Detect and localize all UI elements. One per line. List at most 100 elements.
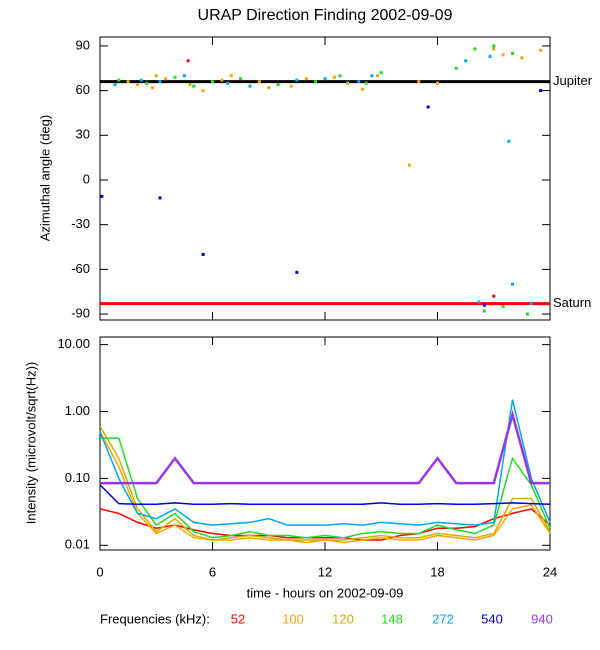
point [248, 84, 252, 88]
point [154, 74, 158, 78]
point [426, 105, 430, 109]
point [407, 163, 411, 167]
reference-label: Saturn [553, 295, 591, 310]
point [158, 80, 162, 84]
point [158, 196, 162, 200]
legend-entry: 120 [332, 611, 354, 626]
point [220, 78, 224, 82]
point [473, 47, 477, 51]
point [332, 75, 336, 79]
x-tick-label: 0 [96, 564, 103, 579]
legend-entry: 540 [481, 611, 503, 626]
point [182, 74, 186, 78]
point [520, 56, 524, 60]
series-line [100, 437, 551, 539]
point [267, 86, 271, 90]
legend-entry: 272 [432, 611, 454, 626]
x-tick-label: 18 [430, 564, 444, 579]
point [289, 84, 293, 88]
point [139, 78, 143, 82]
point [361, 87, 364, 91]
point [370, 74, 374, 78]
point [151, 86, 154, 90]
y-tick-label: 0.01 [65, 537, 90, 552]
point [304, 77, 308, 81]
point [488, 54, 492, 58]
point [229, 74, 233, 78]
point [492, 47, 496, 51]
legend-entry: 148 [381, 611, 403, 626]
point [436, 81, 439, 85]
point [379, 71, 383, 75]
point [464, 59, 468, 63]
point [113, 83, 117, 87]
point [539, 48, 543, 52]
point [100, 194, 104, 198]
legend-entry: 52 [231, 611, 245, 626]
point [226, 81, 229, 85]
y-tick-label: 0 [83, 171, 90, 186]
point [314, 80, 318, 84]
point [257, 80, 261, 84]
point [239, 77, 243, 81]
point [346, 81, 349, 85]
y-tick-label: 0.10 [65, 470, 90, 485]
y-tick-label: -30 [71, 216, 90, 231]
point [477, 300, 481, 304]
series-line [100, 409, 550, 485]
y-tick-label: -60 [71, 261, 90, 276]
point [164, 77, 168, 81]
point [295, 78, 299, 82]
series-line [99, 484, 551, 506]
point [211, 80, 214, 84]
legend-entry: 940 [531, 611, 553, 626]
point [201, 89, 205, 93]
x-tick-label: 24 [543, 564, 557, 579]
x-axis-label: time - hours on 2002-09-09 [247, 585, 404, 600]
x-tick-label: 6 [209, 564, 216, 579]
point [276, 83, 280, 87]
y-tick-label: 1.00 [65, 403, 90, 418]
point [173, 75, 177, 79]
point [482, 303, 486, 307]
x-tick-label: 12 [318, 564, 332, 579]
point [323, 77, 327, 81]
series-line [99, 399, 551, 526]
point [145, 81, 149, 85]
y-tick-label: 30 [76, 127, 90, 142]
point [492, 44, 496, 48]
y-tick-label: -90 [71, 305, 90, 320]
point [338, 74, 342, 78]
point [117, 78, 121, 82]
point [188, 83, 192, 87]
series-line [99, 425, 551, 541]
point [417, 80, 421, 84]
point [376, 74, 379, 78]
y-tick-label: 10.00 [57, 336, 90, 351]
point [511, 51, 514, 55]
point [201, 252, 205, 256]
point [492, 294, 496, 298]
point [126, 80, 130, 84]
point [539, 89, 543, 93]
point [186, 59, 190, 63]
point [529, 302, 533, 306]
point [364, 81, 368, 85]
legend-entry: 100 [282, 611, 304, 626]
point [511, 282, 514, 286]
legend-title: Frequencies (kHz): [100, 611, 210, 626]
y-tick-label: 60 [76, 82, 90, 97]
y-axis-label: Azimuthal angle (deg) [37, 115, 52, 241]
point [192, 84, 196, 88]
point [482, 309, 486, 313]
reference-label: Jupiter [553, 73, 593, 88]
point [295, 270, 299, 274]
point [501, 53, 505, 57]
point [136, 83, 139, 87]
point [501, 305, 505, 309]
point [454, 66, 458, 70]
point [507, 139, 511, 143]
y-axis-label: Intensity (microvolt/sqrt(Hz)) [23, 362, 38, 525]
